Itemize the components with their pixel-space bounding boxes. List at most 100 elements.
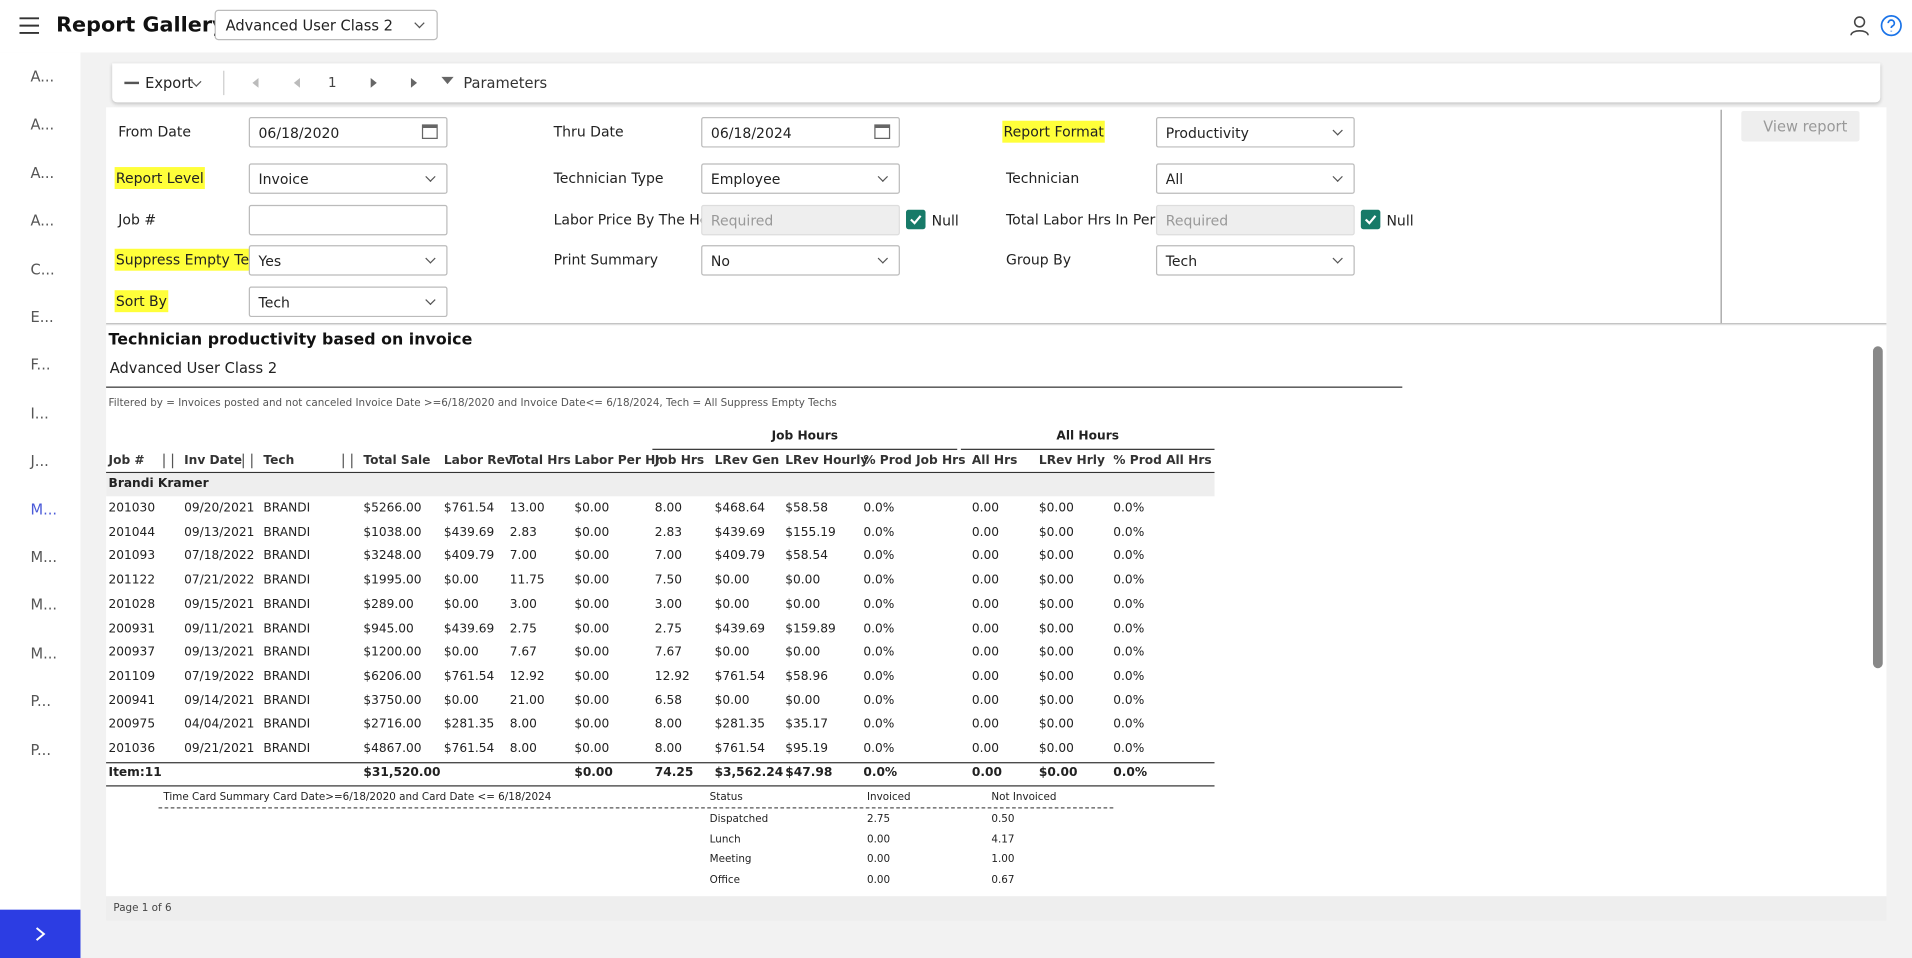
scrollbar[interactable] bbox=[1872, 346, 1883, 669]
column-header: All Hrs bbox=[971, 454, 1018, 468]
nav-button[interactable] bbox=[252, 78, 259, 88]
page-number: 1 bbox=[328, 74, 337, 91]
sidebar-item[interactable]: E... bbox=[30, 308, 54, 326]
nav-button[interactable] bbox=[410, 78, 418, 88]
sidebar-item[interactable]: F... bbox=[30, 356, 51, 374]
total-cell: 0.00 bbox=[971, 766, 1002, 780]
sidebar-item[interactable]: A... bbox=[30, 212, 55, 230]
sidebar-item[interactable]: M... bbox=[30, 596, 58, 614]
param-field[interactable] bbox=[248, 286, 448, 318]
cell: 201093 bbox=[108, 549, 156, 564]
param-label: Sort By bbox=[114, 290, 169, 313]
param-field[interactable] bbox=[701, 163, 900, 194]
param-field[interactable] bbox=[248, 163, 448, 194]
parameters-button[interactable]: Parameters bbox=[463, 74, 548, 92]
total-cell: $0.00 bbox=[574, 766, 613, 780]
sidebar-item[interactable]: C... bbox=[30, 260, 55, 278]
menu-button[interactable] bbox=[18, 16, 40, 36]
summary-cell: Office bbox=[709, 874, 740, 887]
cell: 0.00 bbox=[971, 669, 1000, 684]
summary-rule bbox=[158, 807, 1114, 809]
summary-cell: 2.75 bbox=[866, 813, 891, 826]
param-field[interactable] bbox=[248, 245, 448, 276]
cell: $439.69 bbox=[443, 525, 495, 540]
cell: $0.00 bbox=[1038, 741, 1074, 756]
sort-icon[interactable] bbox=[242, 453, 253, 469]
param-field[interactable] bbox=[701, 245, 900, 276]
cell: BRANDI bbox=[263, 645, 311, 660]
cell: 0.0% bbox=[863, 501, 895, 516]
null-label: Null bbox=[931, 212, 959, 230]
cell: 0.0% bbox=[1113, 693, 1145, 708]
sidebar-item[interactable]: M... bbox=[30, 500, 58, 518]
summary-cell: 0.50 bbox=[991, 813, 1015, 826]
param-field[interactable] bbox=[701, 117, 900, 148]
cell: $0.00 bbox=[574, 693, 610, 708]
sidebar-item[interactable]: P... bbox=[30, 740, 51, 758]
sort-icon[interactable] bbox=[163, 453, 174, 469]
sidebar-item[interactable]: A... bbox=[30, 164, 55, 182]
cell: $1995.00 bbox=[363, 573, 422, 588]
sidebar-item[interactable]: A... bbox=[30, 68, 55, 86]
nav-button[interactable] bbox=[370, 78, 377, 88]
null-checkbox[interactable] bbox=[1360, 209, 1381, 230]
help-icon[interactable] bbox=[1880, 14, 1902, 37]
export-button[interactable]: Export bbox=[145, 74, 194, 92]
sidebar-item[interactable]: M... bbox=[30, 548, 58, 566]
param-field[interactable] bbox=[701, 204, 900, 236]
param-field[interactable] bbox=[248, 204, 448, 236]
param-label: Job # bbox=[118, 210, 157, 229]
param-field[interactable] bbox=[1155, 245, 1355, 276]
param-value: Tech bbox=[1165, 252, 1198, 270]
class-select-value: Advanced User Class 2 bbox=[225, 17, 393, 35]
expand-button[interactable] bbox=[0, 909, 81, 958]
summary-header: Not Invoiced bbox=[991, 791, 1057, 804]
sort-icon[interactable] bbox=[342, 453, 353, 469]
cell: 2.83 bbox=[509, 525, 537, 540]
cell: $2716.00 bbox=[363, 717, 422, 732]
view-report-button[interactable] bbox=[1741, 110, 1860, 142]
cell: 0.0% bbox=[863, 597, 895, 612]
param-label: Labor Price By The Hour bbox=[553, 210, 724, 229]
param-label: Print Summary bbox=[553, 251, 659, 269]
view-report-label[interactable]: View report bbox=[1763, 118, 1848, 136]
cell: 12.92 bbox=[509, 669, 545, 684]
cell: 07/21/2022 bbox=[184, 573, 255, 588]
report-subtitle: Advanced User Class 2 bbox=[109, 359, 278, 377]
summary-cell: 0.00 bbox=[866, 874, 891, 887]
report-filter: Filtered by = Invoices posted and not ca… bbox=[108, 397, 837, 410]
separator bbox=[223, 70, 225, 96]
param-field[interactable] bbox=[1155, 117, 1355, 148]
sidebar-item[interactable]: I... bbox=[30, 404, 49, 422]
sidebar-item[interactable]: J... bbox=[30, 452, 49, 470]
param-field[interactable] bbox=[248, 117, 448, 148]
cell: 09/14/2021 bbox=[184, 693, 255, 708]
cell: $0.00 bbox=[785, 693, 821, 708]
report-title: Technician productivity based on invoice bbox=[108, 331, 473, 350]
summary-caption: Time Card Summary Card Date>=6/18/2020 a… bbox=[163, 791, 552, 804]
cell: 7.00 bbox=[509, 549, 537, 564]
summary-cell: Lunch bbox=[709, 833, 741, 846]
null-checkbox[interactable] bbox=[906, 209, 926, 230]
sidebar-item[interactable]: M... bbox=[30, 644, 58, 662]
nav-button[interactable] bbox=[293, 78, 300, 88]
cell: $3750.00 bbox=[363, 693, 422, 708]
param-field[interactable] bbox=[1155, 204, 1355, 236]
user-icon[interactable] bbox=[1850, 16, 1870, 36]
total-cell: $47.98 bbox=[785, 766, 833, 780]
cell: $0.00 bbox=[1038, 573, 1074, 588]
sidebar-item[interactable]: A... bbox=[30, 116, 55, 134]
calendar-icon bbox=[421, 124, 438, 140]
cell: 0.0% bbox=[863, 717, 895, 732]
cell: 2.75 bbox=[654, 621, 682, 636]
column-header: LRev Gen bbox=[714, 454, 780, 468]
cell: $0.00 bbox=[574, 597, 610, 612]
param-field[interactable] bbox=[1155, 163, 1355, 194]
cell: $0.00 bbox=[574, 741, 610, 756]
cell: 8.00 bbox=[654, 741, 682, 756]
cell: 200975 bbox=[108, 717, 156, 732]
cell: 200941 bbox=[108, 693, 156, 708]
sidebar-item[interactable]: P... bbox=[30, 692, 51, 710]
param-label: Technician Type bbox=[553, 169, 664, 187]
class-select[interactable] bbox=[214, 9, 438, 41]
